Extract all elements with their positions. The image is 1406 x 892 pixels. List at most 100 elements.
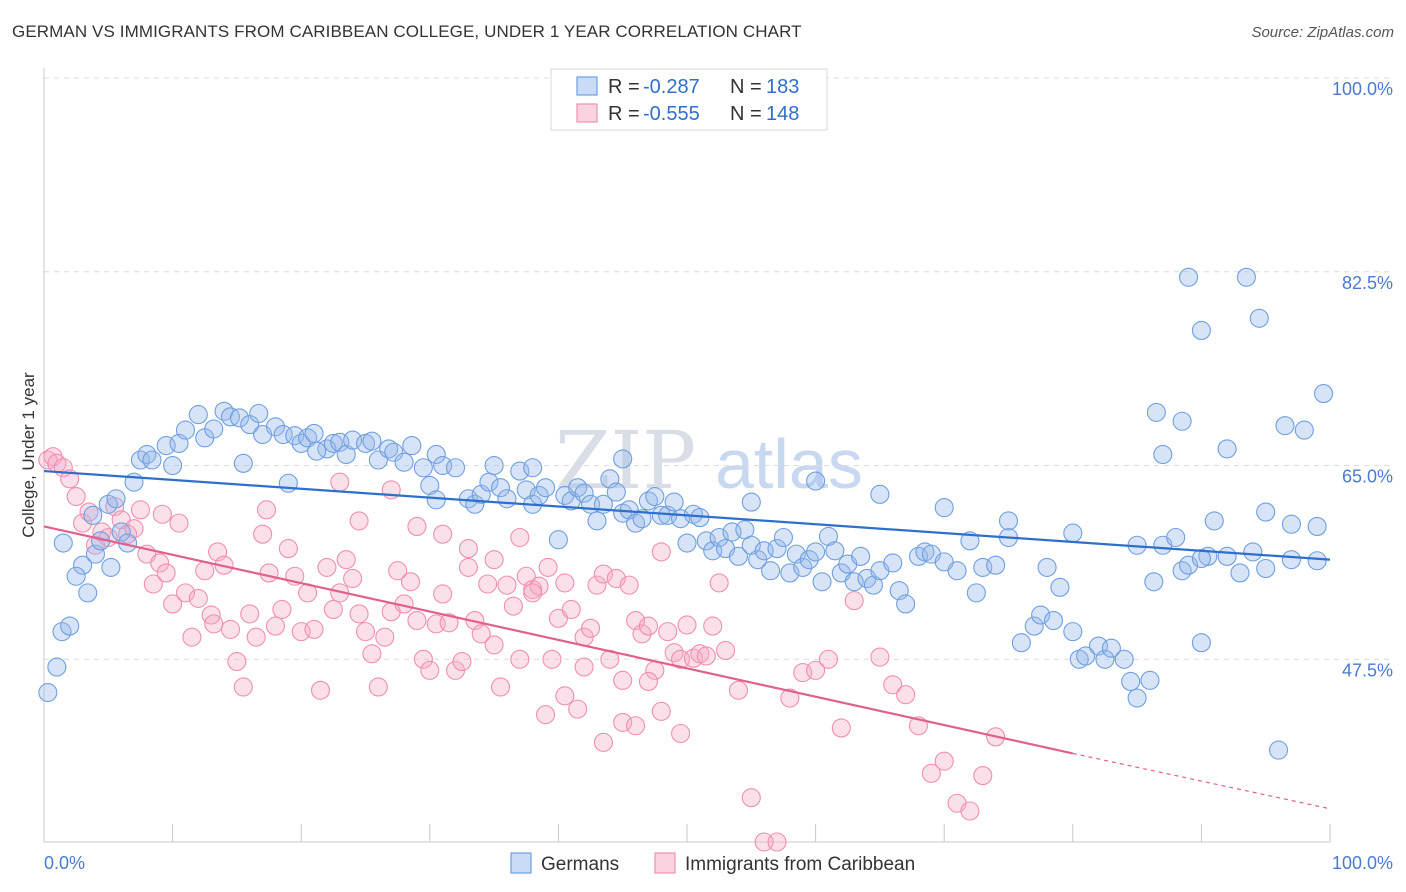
caribbean-point (973, 766, 993, 786)
caribbean-point (497, 575, 517, 595)
germans-point (986, 555, 1006, 575)
germans-point (1294, 420, 1314, 440)
caribbean-point (452, 651, 472, 672)
germans-point (111, 522, 131, 542)
legend-r-label-caribbean: R = (608, 103, 640, 125)
germans-point (1095, 649, 1115, 669)
caribbean-point (896, 685, 916, 705)
germans-point (535, 478, 556, 498)
caribbean-point (651, 542, 671, 562)
germans-point (142, 450, 162, 470)
germans-point (1043, 611, 1064, 631)
caribbean-point (256, 500, 277, 520)
y-tick-label-0: 100.0% (1332, 79, 1393, 99)
bottom-legend-label-germans: Germans (541, 854, 619, 875)
caribbean-point (818, 649, 839, 669)
caribbean-point (375, 627, 395, 647)
germans-point (60, 616, 80, 636)
caribbean-point (124, 519, 144, 539)
germans-point (960, 531, 980, 551)
caribbean-point (246, 627, 266, 647)
caribbean-point (503, 596, 523, 616)
caribbean-point (510, 527, 530, 548)
caribbean-point (420, 660, 440, 680)
germans-point (516, 480, 536, 500)
legend-n-value-germans: 183 (766, 76, 799, 98)
y-tick-label-3: 47.5% (1342, 660, 1393, 680)
germans-point (73, 555, 93, 575)
caribbean-point (651, 701, 671, 721)
germans-point (304, 423, 324, 443)
germans-point (793, 557, 813, 577)
caribbean-point (439, 613, 459, 633)
germans-point (767, 539, 787, 559)
series-germans-points (38, 267, 1334, 760)
caribbean-point (240, 604, 260, 624)
germans-point (1063, 622, 1083, 642)
caribbean-point (265, 616, 286, 636)
germans-point (1146, 402, 1166, 422)
germans-point (66, 566, 86, 586)
caribbean-point (323, 599, 343, 620)
bottom-legend: Germans Immigrants from Caribbean (510, 852, 915, 875)
germans-point (587, 511, 607, 531)
germans-point (1063, 523, 1083, 543)
caribbean-point (593, 732, 613, 752)
caribbean-point (433, 524, 453, 544)
caribbean-point (870, 647, 890, 667)
caribbean-point (330, 472, 350, 492)
caribbean-point (593, 564, 613, 584)
germans-point (818, 526, 839, 546)
caribbean-point (703, 616, 723, 636)
y-tick-label-1: 82.5% (1342, 273, 1393, 293)
y-axis-title: College, Under 1 year (19, 372, 38, 538)
caribbean-point (484, 550, 504, 570)
germans-point (229, 408, 250, 428)
caribbean-point (130, 500, 150, 520)
caribbean-point (272, 599, 292, 620)
germans-point (632, 509, 652, 529)
germans-point (651, 505, 671, 525)
germans-point (761, 561, 781, 581)
germans-point (896, 594, 916, 614)
caribbean-point (175, 583, 196, 603)
germans-point (1256, 558, 1276, 579)
germans-point (163, 455, 183, 476)
germans-point (101, 557, 121, 577)
caribbean-point (587, 575, 607, 595)
germans-point (1140, 670, 1160, 690)
germans-point (812, 572, 832, 592)
germans-point (606, 482, 626, 502)
germans-point (323, 433, 343, 453)
caribbean-point (806, 660, 826, 680)
watermark-atlas: atlas (715, 425, 863, 503)
caribbean-point (152, 504, 172, 524)
germans-point (343, 430, 363, 450)
trend-lines (43, 469, 1331, 810)
germans-point (278, 473, 298, 493)
germans-point (947, 561, 967, 581)
caribbean-point (400, 572, 421, 592)
germans-point (490, 478, 511, 498)
y-tick-label-2: 65.0% (1342, 467, 1393, 487)
caribbean-point (220, 619, 241, 639)
germans-point (1024, 616, 1044, 636)
germans-point (1269, 740, 1289, 760)
germans-point (741, 535, 761, 555)
x-tick-label-min: 0.0% (44, 853, 85, 873)
caribbean-point (709, 573, 729, 593)
germans-point (188, 405, 208, 425)
bottom-legend-label-caribbean: Immigrants from Caribbean (685, 854, 915, 875)
germans-point (78, 583, 98, 603)
caribbean-point (741, 788, 761, 808)
germans-point (1121, 671, 1141, 691)
legend-swatch-germans (576, 76, 598, 96)
caribbean-point (362, 644, 382, 664)
caribbean-point (143, 574, 163, 594)
bottom-legend-swatch-germans (510, 852, 532, 874)
germans-point (728, 546, 748, 566)
caribbean-point (355, 622, 376, 642)
caribbean-point (716, 640, 736, 660)
germans-point (1236, 267, 1256, 287)
caribbean-point (259, 563, 279, 583)
